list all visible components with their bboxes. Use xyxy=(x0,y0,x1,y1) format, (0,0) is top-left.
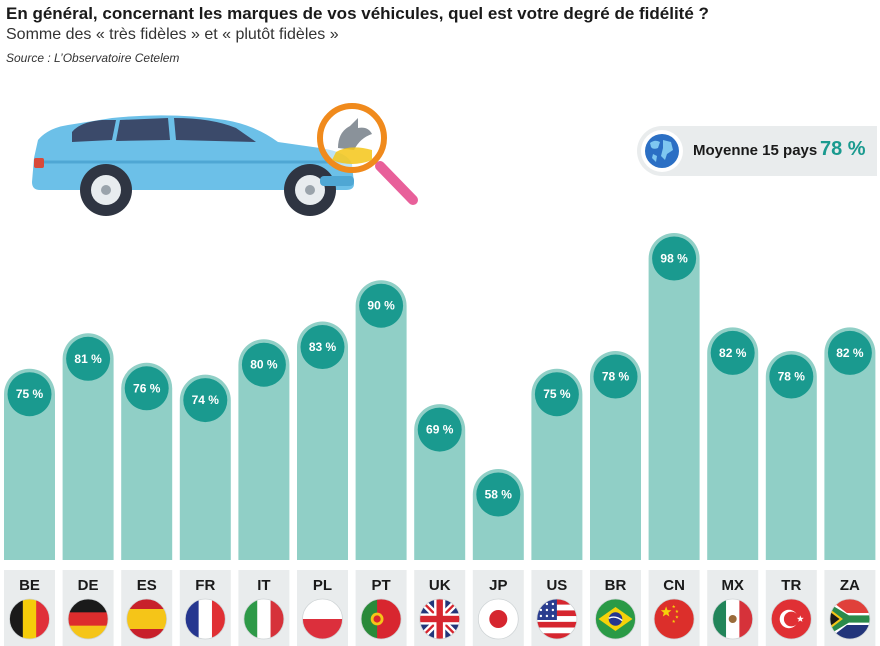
bar-za xyxy=(824,327,876,560)
value-label-de: 81 % xyxy=(74,352,102,366)
value-label-be: 75 % xyxy=(16,387,44,401)
flag-be-icon xyxy=(9,599,50,639)
flag-uk-icon xyxy=(419,599,460,639)
value-label-pt: 90 % xyxy=(367,299,395,313)
value-label-uk: 69 % xyxy=(426,423,454,437)
value-circle-fr xyxy=(183,378,228,423)
value-circle-cn xyxy=(652,236,697,281)
value-label-pl: 83 % xyxy=(309,340,337,354)
country-label-pt: PT xyxy=(372,577,391,594)
value-circle-tr xyxy=(769,354,814,399)
country-label-fr: FR xyxy=(195,577,215,594)
country-label-jp: JP xyxy=(489,577,507,594)
bar-pl xyxy=(297,321,348,560)
bars-layer xyxy=(4,233,876,561)
flag-za-icon xyxy=(829,599,870,639)
bar-pt xyxy=(355,280,407,560)
country-label-cn: CN xyxy=(663,577,685,594)
country-label-it: IT xyxy=(257,577,270,594)
bar-mx xyxy=(707,327,759,560)
average-value: 78 % xyxy=(820,138,866,160)
average-label: Moyenne 15 pays xyxy=(693,142,818,159)
bar-br xyxy=(590,351,641,560)
value-circle-pt xyxy=(359,283,404,328)
car-icon xyxy=(32,115,354,216)
flag-cn-icon xyxy=(654,599,695,639)
flag-es-icon xyxy=(126,599,167,639)
country-label-za: ZA xyxy=(840,577,860,594)
value-circle-es xyxy=(124,366,169,411)
value-label-fr: 74 % xyxy=(192,393,220,407)
bar-es xyxy=(121,362,173,560)
value-circle-uk xyxy=(417,407,462,452)
magnifier-icon xyxy=(317,103,418,205)
value-circle-it xyxy=(241,342,286,387)
flag-fr-icon xyxy=(185,599,226,639)
bar-de xyxy=(62,333,114,560)
country-label-uk: UK xyxy=(429,577,451,594)
flag-br-icon xyxy=(595,599,636,639)
value-circle-us xyxy=(534,372,579,417)
value-circle-br xyxy=(593,354,638,399)
value-label-cn: 98 % xyxy=(660,252,688,266)
country-label-de: DE xyxy=(78,577,99,594)
value-label-za: 82 % xyxy=(836,346,864,360)
chart-title: En général, concernant les marques de vo… xyxy=(6,4,709,23)
value-label-it: 80 % xyxy=(250,358,278,372)
car-magnifier-illustration xyxy=(32,103,418,216)
bar-tr xyxy=(765,351,817,560)
flag-pl-icon xyxy=(302,599,343,639)
flag-tr-icon xyxy=(771,599,812,639)
value-circles-layer: 75 % 81 % 76 % 74 % 80 % 83 % 90 % 69 % 58 % 75 %… xyxy=(7,236,872,517)
country-label-tr: TR xyxy=(781,577,801,594)
value-circle-pl xyxy=(300,325,345,369)
flag-mx-icon xyxy=(712,599,753,639)
flag-it-icon xyxy=(243,599,284,639)
flag-jp-icon xyxy=(478,599,519,639)
country-label-es: ES xyxy=(137,577,157,594)
flags-layer xyxy=(9,598,871,640)
value-label-es: 76 % xyxy=(133,381,161,395)
country-label-be: BE xyxy=(19,577,40,594)
value-circle-za xyxy=(827,330,872,375)
bar-it xyxy=(238,339,290,560)
country-label-us: US xyxy=(546,577,567,594)
value-circle-mx xyxy=(710,330,755,375)
value-label-jp: 58 % xyxy=(485,488,513,502)
value-label-tr: 78 % xyxy=(778,370,806,384)
chart-source: Source : L’Observatoire Cetelem xyxy=(6,51,180,65)
bar-fr xyxy=(179,374,231,560)
globe-icon xyxy=(641,130,683,172)
value-circle-jp xyxy=(476,472,521,517)
country-label-br: BR xyxy=(605,577,627,594)
value-circle-be xyxy=(7,372,52,417)
flag-de-icon xyxy=(68,599,109,639)
value-circle-de xyxy=(66,336,111,381)
value-label-br: 78 % xyxy=(602,370,630,384)
country-label-mx: MX xyxy=(721,577,744,594)
country-label-pl: PL xyxy=(313,577,332,594)
bar-cn xyxy=(648,233,700,561)
bar-us xyxy=(531,368,583,560)
value-label-us: 75 % xyxy=(543,387,571,401)
bar-be xyxy=(4,368,55,560)
chart-subtitle: Somme des « très fidèles » et « plutôt f… xyxy=(6,26,339,43)
average-box: Moyenne 15 pays 78 % xyxy=(637,126,877,176)
value-label-mx: 82 % xyxy=(719,346,747,360)
